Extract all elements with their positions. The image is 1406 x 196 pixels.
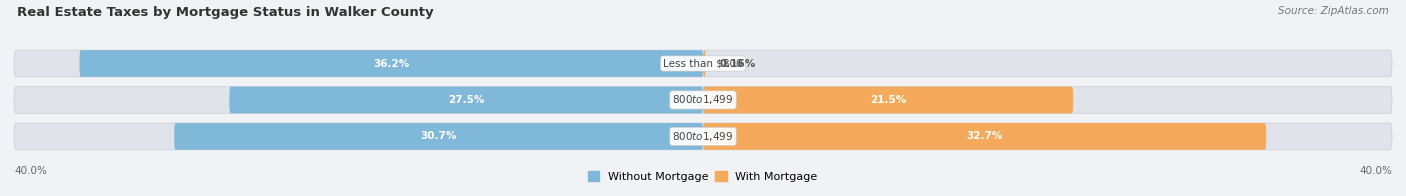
Text: 40.0%: 40.0% [1360, 166, 1392, 176]
Text: Source: ZipAtlas.com: Source: ZipAtlas.com [1278, 6, 1389, 16]
Text: $800 to $1,499: $800 to $1,499 [672, 93, 734, 106]
FancyBboxPatch shape [174, 123, 703, 150]
Text: 32.7%: 32.7% [966, 131, 1002, 142]
Text: 36.2%: 36.2% [373, 58, 409, 69]
FancyBboxPatch shape [229, 87, 703, 113]
FancyBboxPatch shape [703, 87, 1073, 113]
FancyBboxPatch shape [14, 87, 1392, 113]
Text: 0.16%: 0.16% [720, 58, 756, 69]
Text: Real Estate Taxes by Mortgage Status in Walker County: Real Estate Taxes by Mortgage Status in … [17, 6, 433, 19]
Text: $800 to $1,499: $800 to $1,499 [672, 130, 734, 143]
FancyBboxPatch shape [80, 50, 703, 77]
FancyBboxPatch shape [14, 50, 1392, 77]
Legend: Without Mortgage, With Mortgage: Without Mortgage, With Mortgage [588, 172, 818, 182]
Text: 40.0%: 40.0% [14, 166, 46, 176]
FancyBboxPatch shape [703, 123, 1267, 150]
FancyBboxPatch shape [14, 123, 1392, 150]
FancyBboxPatch shape [703, 50, 706, 77]
Text: 27.5%: 27.5% [449, 95, 484, 105]
Text: Less than $800: Less than $800 [664, 58, 742, 69]
Text: 21.5%: 21.5% [870, 95, 907, 105]
Text: 30.7%: 30.7% [420, 131, 457, 142]
